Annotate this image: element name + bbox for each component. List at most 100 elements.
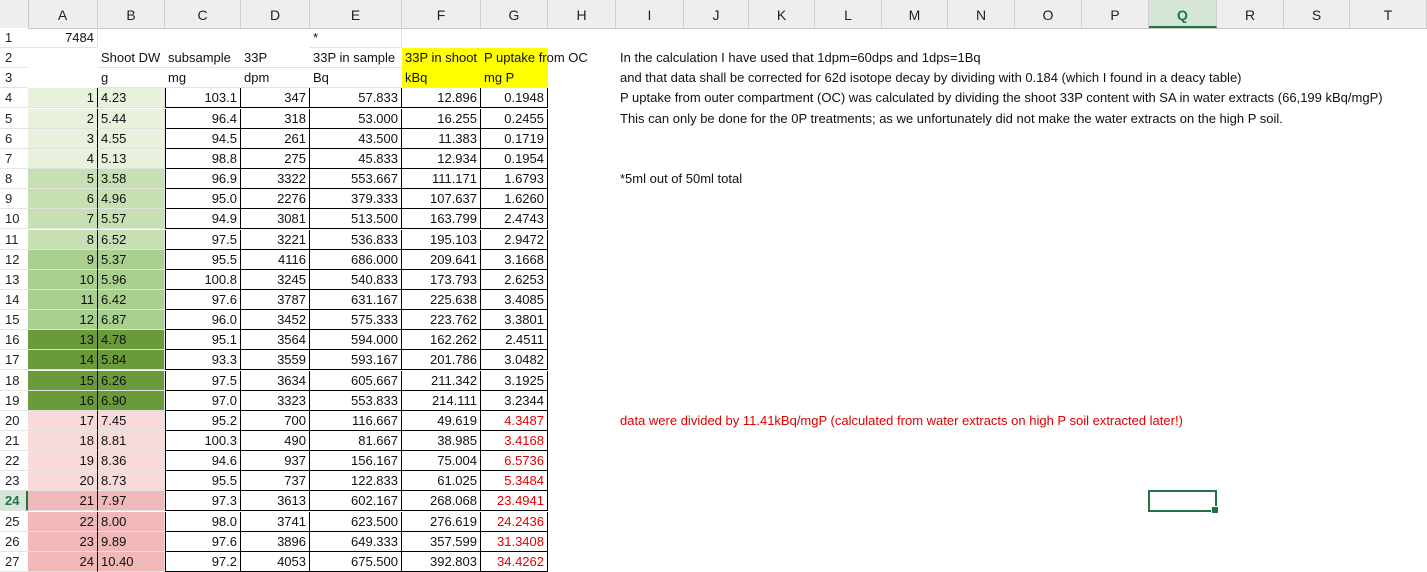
row-header-16[interactable]: 16 (0, 330, 28, 351)
cell-d21[interactable]: 490 (241, 431, 310, 451)
cell-c7[interactable]: 98.8 (165, 148, 241, 169)
cell-d27[interactable]: 4053 (241, 551, 310, 572)
cell-d12[interactable]: 4116 (241, 249, 310, 270)
row-header-4[interactable]: 4 (0, 88, 28, 109)
cell-c2[interactable]: subsample (165, 48, 241, 69)
cell-g10[interactable]: 2.4743 (481, 209, 548, 230)
cell-c4[interactable]: 103.1 (165, 88, 241, 109)
cell-c5[interactable]: 96.4 (165, 108, 241, 129)
cell-g3[interactable]: mg P (481, 68, 548, 89)
cell-a25[interactable]: 22 (28, 511, 98, 532)
cell-i8[interactable]: *5ml out of 50ml total (620, 171, 743, 187)
cell-e14[interactable]: 631.167 (310, 289, 402, 310)
cell-d2[interactable]: 33P (241, 48, 310, 69)
cell-c16[interactable]: 95.1 (165, 330, 241, 351)
row-header-8[interactable]: 8 (0, 169, 28, 190)
cell-d17[interactable]: 3559 (241, 350, 310, 371)
cell-f19[interactable]: 214.111 (402, 390, 481, 411)
cell-d3[interactable]: dpm (241, 68, 310, 89)
row-header-6[interactable]: 6 (0, 128, 28, 149)
cell-i4[interactable]: P uptake from outer compartment (OC) was… (620, 90, 1383, 106)
cell-d13[interactable]: 3245 (241, 269, 310, 290)
row-header-12[interactable]: 12 (0, 249, 28, 270)
cell-g15[interactable]: 3.3801 (481, 310, 548, 331)
cell-b17[interactable]: 5.84 (98, 350, 165, 371)
row-header-21[interactable]: 21 (0, 431, 28, 451)
cell-e17[interactable]: 593.167 (310, 350, 402, 371)
cell-g9[interactable]: 1.6260 (481, 189, 548, 210)
cell-d23[interactable]: 737 (241, 471, 310, 492)
column-header-k[interactable]: K (749, 0, 815, 28)
cell-f5[interactable]: 16.255 (402, 108, 481, 129)
cell-f3[interactable]: kBq (402, 68, 481, 89)
row-header-11[interactable]: 11 (0, 229, 28, 250)
cell-i20[interactable]: data were divided by 11.41kBq/mgP (calcu… (620, 412, 1183, 428)
column-header-s[interactable]: S (1284, 0, 1350, 28)
column-header-t[interactable]: T (1350, 0, 1427, 28)
cell-b3[interactable]: g (98, 68, 165, 89)
cell-g5[interactable]: 0.2455 (481, 108, 548, 129)
cell-e1[interactable]: * (310, 28, 402, 48)
cell-e21[interactable]: 81.667 (310, 431, 402, 451)
cell-c21[interactable]: 100.3 (165, 431, 241, 451)
cell-a12[interactable]: 9 (28, 249, 98, 270)
cell-e20[interactable]: 116.667 (310, 410, 402, 431)
cell-g22[interactable]: 6.5736 (481, 451, 548, 472)
column-header-m[interactable]: M (882, 0, 948, 28)
cell-e26[interactable]: 649.333 (310, 531, 402, 552)
row-header-1[interactable]: 1 (0, 28, 28, 48)
cell-g8[interactable]: 1.6793 (481, 169, 548, 190)
cell-g12[interactable]: 3.1668 (481, 249, 548, 270)
cell-c12[interactable]: 95.5 (165, 249, 241, 270)
cell-b10[interactable]: 5.57 (98, 209, 165, 230)
row-header-14[interactable]: 14 (0, 289, 28, 310)
cell-b18[interactable]: 6.26 (98, 370, 165, 391)
cell-c3[interactable]: mg (165, 68, 241, 89)
row-header-5[interactable]: 5 (0, 108, 28, 129)
cell-f15[interactable]: 223.762 (402, 310, 481, 331)
cell-c11[interactable]: 97.5 (165, 229, 241, 250)
cell-a20[interactable]: 17 (28, 410, 98, 431)
cell-c23[interactable]: 95.5 (165, 471, 241, 492)
cell-g25[interactable]: 24.2436 (481, 511, 548, 532)
cell-d14[interactable]: 3787 (241, 289, 310, 310)
cell-d4[interactable]: 347 (241, 88, 310, 109)
row-header-22[interactable]: 22 (0, 451, 28, 472)
cell-a6[interactable]: 3 (28, 128, 98, 149)
cell-e27[interactable]: 675.500 (310, 551, 402, 572)
cell-f18[interactable]: 211.342 (402, 370, 481, 391)
cell-f24[interactable]: 268.068 (402, 491, 481, 512)
cell-e9[interactable]: 379.333 (310, 189, 402, 210)
cell-g27[interactable]: 34.4262 (481, 551, 548, 572)
cell-a24[interactable]: 21 (28, 491, 98, 512)
cell-a13[interactable]: 10 (28, 269, 98, 290)
cell-f9[interactable]: 107.637 (402, 189, 481, 210)
cell-d24[interactable]: 3613 (241, 491, 310, 512)
cell-g20[interactable]: 4.3487 (481, 410, 548, 431)
cell-e8[interactable]: 553.667 (310, 169, 402, 190)
cell-f22[interactable]: 75.004 (402, 451, 481, 472)
cell-a27[interactable]: 24 (28, 551, 98, 572)
cell-f11[interactable]: 195.103 (402, 229, 481, 250)
cell-a14[interactable]: 11 (28, 289, 98, 310)
cell-c13[interactable]: 100.8 (165, 269, 241, 290)
cell-d7[interactable]: 275 (241, 148, 310, 169)
cell-f14[interactable]: 225.638 (402, 289, 481, 310)
cell-f2[interactable]: 33P in shoot (402, 48, 481, 69)
cell-b25[interactable]: 8.00 (98, 511, 165, 532)
cell-g24[interactable]: 23.4941 (481, 491, 548, 512)
cell-b15[interactable]: 6.87 (98, 310, 165, 331)
cell-f10[interactable]: 163.799 (402, 209, 481, 230)
selected-cell-q24[interactable] (1148, 490, 1219, 515)
row-header-25[interactable]: 25 (0, 511, 28, 532)
column-header-g[interactable]: G (481, 0, 548, 28)
cell-g4[interactable]: 0.1948 (481, 88, 548, 109)
cell-d26[interactable]: 3896 (241, 531, 310, 552)
cell-b11[interactable]: 6.52 (98, 229, 165, 250)
cell-f6[interactable]: 11.383 (402, 128, 481, 149)
cell-c6[interactable]: 94.5 (165, 128, 241, 149)
cell-b2[interactable]: Shoot DW (98, 48, 165, 69)
row-header-7[interactable]: 7 (0, 148, 28, 169)
column-header-r[interactable]: R (1217, 0, 1284, 28)
